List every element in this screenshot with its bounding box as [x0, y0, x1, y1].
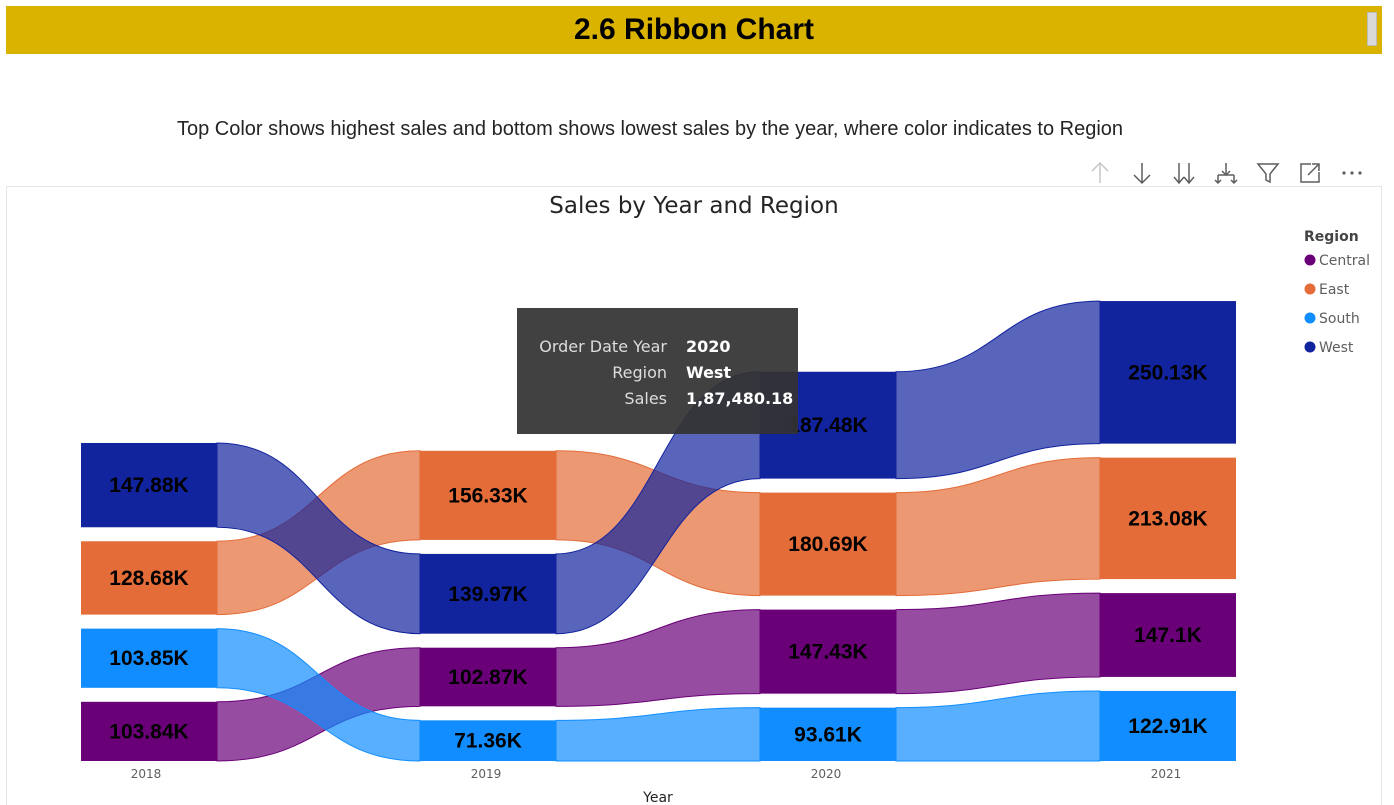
x-tick-label: 2020	[811, 767, 842, 781]
data-label: 122.91K	[1128, 715, 1207, 738]
ribbon-east[interactable]	[895, 457, 1101, 597]
data-label: 103.84K	[109, 720, 188, 743]
data-label: 147.43K	[788, 641, 867, 664]
scrollbar-thumb[interactable]	[1367, 12, 1377, 46]
bar-central-2021[interactable]	[1100, 593, 1236, 677]
bar-east-2018[interactable]	[81, 541, 217, 615]
data-label: 93.61K	[794, 723, 862, 746]
x-tick-label: 2019	[471, 767, 502, 781]
visual-container[interactable]	[6, 186, 1382, 805]
legend-item-west[interactable]: West	[1319, 340, 1354, 356]
legend-item-central[interactable]: Central	[1319, 253, 1370, 269]
arrow-down-icon[interactable]	[1126, 158, 1158, 188]
bar-west-2018[interactable]	[81, 442, 217, 528]
chart-description: Top Color shows highest sales and bottom…	[176, 118, 1124, 140]
tooltip-value: West	[686, 363, 731, 382]
ribbons-layer	[216, 300, 1101, 762]
data-label: 139.97K	[448, 583, 527, 606]
bar-central-2019[interactable]	[420, 647, 556, 707]
legend-title: Region	[1304, 229, 1359, 245]
x-axis: 2018 2019 2020 2021	[131, 767, 1182, 781]
filter-icon[interactable]	[1252, 158, 1284, 188]
bar-south-2019[interactable]	[420, 720, 556, 761]
tooltip-value: 1,87,480.18	[686, 389, 793, 408]
legend-marker-central	[1304, 254, 1316, 266]
more-options-icon[interactable]	[1336, 158, 1368, 188]
title-banner: 2.6 Ribbon Chart	[6, 6, 1382, 54]
bar-south-2021[interactable]	[1100, 690, 1236, 761]
data-label: 102.87K	[448, 666, 527, 689]
ribbon-west[interactable]	[895, 300, 1101, 480]
bar-west-2019[interactable]	[420, 553, 556, 634]
ribbon-central[interactable]	[895, 592, 1101, 695]
bar-west-2021[interactable]	[1100, 301, 1236, 444]
x-tick-label: 2021	[1151, 767, 1182, 781]
ribbon-west[interactable]	[216, 442, 421, 635]
bar-central-2018[interactable]	[81, 701, 217, 761]
data-label: 147.88K	[109, 474, 188, 497]
legend-item-east[interactable]: East	[1319, 282, 1350, 298]
arrow-up-icon[interactable]	[1084, 158, 1116, 188]
ribbon-south[interactable]	[555, 707, 761, 762]
legend: Region Central East South West	[1304, 229, 1370, 356]
data-label: 156.33K	[448, 484, 527, 507]
data-label: 147.1K	[1134, 624, 1202, 647]
data-label: 213.08K	[1128, 507, 1207, 530]
bars-layer: 103.84K 102.87K 147.43K 147.1K 128.68K 156.33…	[81, 301, 1236, 761]
x-tick-label: 2018	[131, 767, 162, 781]
bar-east-2021[interactable]	[1100, 457, 1236, 580]
tooltip-value: 2020	[686, 337, 731, 356]
data-label: 250.13K	[1128, 361, 1207, 384]
visual-header	[1084, 158, 1368, 188]
data-label: 71.36K	[454, 730, 522, 753]
page-title: 2.6 Ribbon Chart	[573, 13, 814, 46]
legend-marker-east	[1304, 283, 1316, 295]
double-arrow-down-icon[interactable]	[1168, 158, 1200, 188]
bar-south-2018[interactable]	[81, 628, 217, 688]
tooltip: Order Date Year 2020 Region West Sales 1…	[517, 308, 798, 434]
bar-east-2020[interactable]	[760, 492, 896, 596]
ribbon-south[interactable]	[895, 690, 1101, 762]
tooltip-label: Order Date Year	[539, 337, 667, 356]
bar-east-2019[interactable]	[420, 450, 556, 540]
data-label: 180.69K	[788, 533, 867, 556]
tooltip-label: Sales	[624, 389, 667, 408]
expand-hierarchy-icon[interactable]	[1210, 158, 1242, 188]
bar-south-2020[interactable]	[760, 707, 896, 761]
data-label: 128.68K	[109, 567, 188, 590]
chart-title: Sales by Year and Region	[549, 193, 838, 219]
tooltip-label: Region	[612, 363, 667, 382]
bar-central-2020[interactable]	[760, 609, 896, 694]
focus-mode-icon[interactable]	[1294, 158, 1326, 188]
data-label: 103.85K	[109, 647, 188, 670]
legend-marker-west	[1304, 341, 1316, 353]
legend-marker-south	[1304, 312, 1316, 324]
tooltip-background	[517, 308, 798, 434]
legend-item-south[interactable]: South	[1319, 311, 1360, 327]
data-label: 187.48K	[788, 414, 867, 437]
x-axis-title: Year	[642, 790, 673, 805]
